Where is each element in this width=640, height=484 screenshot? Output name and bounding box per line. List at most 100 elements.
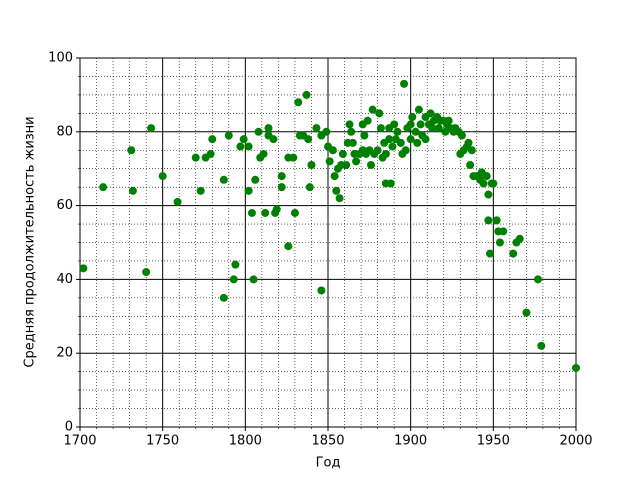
- point: [345, 120, 354, 129]
- point: [239, 135, 248, 144]
- point: [401, 146, 410, 155]
- point: [312, 124, 321, 133]
- point: [325, 157, 334, 166]
- point: [348, 138, 357, 147]
- point: [191, 153, 200, 162]
- point: [272, 205, 281, 214]
- point: [206, 149, 215, 158]
- point: [406, 135, 415, 144]
- point: [208, 135, 217, 144]
- point: [307, 161, 316, 170]
- point: [229, 275, 238, 284]
- point: [99, 183, 108, 192]
- point: [322, 127, 331, 136]
- point: [244, 142, 253, 151]
- point: [347, 127, 356, 136]
- x-axis-label: Год: [316, 456, 341, 471]
- point: [173, 197, 182, 206]
- point: [261, 208, 270, 217]
- x-tick-label: 1850: [311, 434, 344, 449]
- point: [284, 242, 293, 251]
- point: [249, 275, 258, 284]
- point: [515, 234, 524, 243]
- point: [196, 186, 205, 195]
- point: [466, 161, 475, 170]
- y-tick-label: 100: [48, 51, 73, 66]
- point: [537, 341, 546, 350]
- y-tick-label: 0: [65, 420, 73, 435]
- point: [482, 172, 491, 181]
- point: [366, 161, 375, 170]
- point: [406, 120, 415, 129]
- point: [484, 216, 493, 225]
- plot-frame: [79, 57, 577, 428]
- point: [486, 249, 495, 258]
- point: [428, 124, 437, 133]
- x-tick-label: 1800: [229, 434, 262, 449]
- point: [414, 105, 423, 114]
- point: [388, 142, 397, 151]
- point: [236, 142, 245, 151]
- point: [386, 179, 395, 188]
- point: [147, 124, 156, 133]
- point: [219, 293, 228, 302]
- point: [251, 175, 260, 184]
- point: [413, 138, 422, 147]
- point: [231, 260, 240, 269]
- point: [330, 172, 339, 181]
- point: [400, 79, 409, 88]
- point: [492, 216, 501, 225]
- point: [305, 183, 314, 192]
- point: [328, 146, 337, 155]
- point: [352, 157, 361, 166]
- point: [289, 153, 298, 162]
- point: [254, 127, 263, 136]
- point: [128, 186, 137, 195]
- point: [304, 135, 313, 144]
- point: [385, 135, 394, 144]
- point: [499, 227, 508, 236]
- y-tick-label: 80: [56, 124, 73, 139]
- point: [533, 275, 542, 284]
- point: [572, 363, 580, 372]
- point: [302, 90, 311, 99]
- point: [363, 116, 372, 125]
- x-tick-label: 1700: [63, 434, 96, 449]
- x-tick-label: 1950: [477, 434, 510, 449]
- point: [434, 124, 443, 133]
- point: [368, 105, 377, 114]
- point: [247, 208, 256, 217]
- x-tick-label: 1750: [146, 434, 179, 449]
- point: [393, 127, 402, 136]
- point: [489, 179, 498, 188]
- x-tick-label: 1900: [394, 434, 427, 449]
- point: [127, 146, 136, 155]
- point: [390, 120, 399, 129]
- point: [277, 172, 286, 181]
- point: [335, 194, 344, 203]
- point: [360, 131, 369, 140]
- point: [421, 135, 430, 144]
- point: [444, 116, 453, 125]
- point: [464, 138, 473, 147]
- point: [484, 190, 493, 199]
- x-tick-label: 2000: [559, 434, 592, 449]
- y-tick-label: 40: [56, 272, 73, 287]
- point: [426, 109, 435, 118]
- point: [381, 149, 390, 158]
- point: [294, 98, 303, 107]
- point: [277, 183, 286, 192]
- point: [290, 208, 299, 217]
- point: [495, 238, 504, 247]
- point: [158, 172, 167, 181]
- point: [264, 124, 273, 133]
- point: [376, 124, 385, 133]
- point: [509, 249, 518, 258]
- point: [244, 186, 253, 195]
- point: [457, 131, 466, 140]
- point: [467, 146, 476, 155]
- point: [259, 149, 268, 158]
- y-axis-label: Средняя продолжительность жизни: [23, 116, 38, 367]
- point: [269, 135, 278, 144]
